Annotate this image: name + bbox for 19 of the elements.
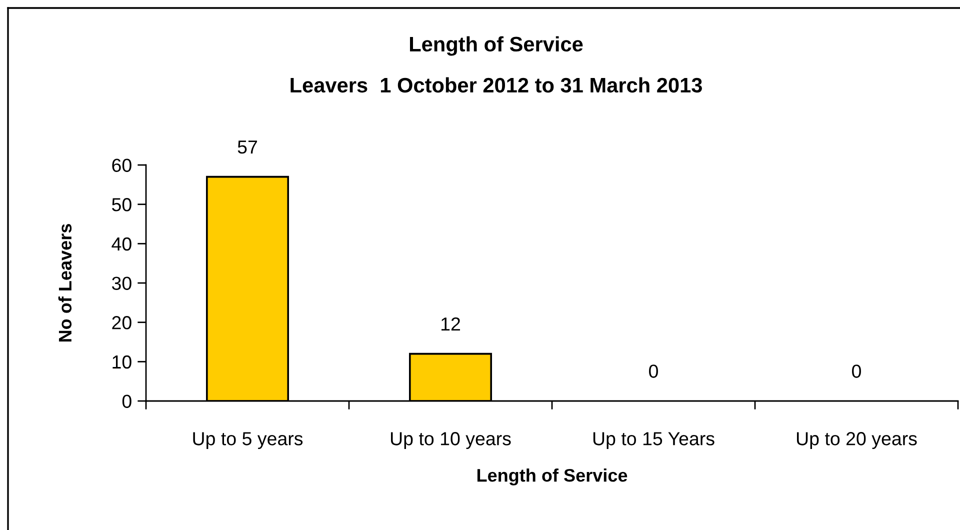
x-axis-title: Length of Service	[477, 468, 628, 486]
x-tick-label: Up to 15 Years	[593, 432, 714, 450]
x-tick-label: Up to 20 years	[796, 432, 917, 450]
data-label: 0	[852, 364, 861, 378]
y-tick-label: 60	[112, 158, 132, 172]
chart-title: Length of Service	[410, 36, 583, 56]
y-tick-label: 0	[122, 394, 132, 408]
y-tick-label: 20	[112, 316, 132, 330]
data-label: 57	[238, 140, 257, 154]
data-label: 0	[649, 364, 658, 378]
x-tick-label: Up to 10 years	[390, 432, 511, 450]
chart-subtitle: Leavers 1 October 2012 to 31 March 2013	[290, 77, 702, 93]
y-tick-label: 40	[112, 237, 132, 251]
y-axis-title: No of Leavers	[58, 224, 72, 342]
y-tick-label: 50	[112, 198, 132, 212]
x-tick-label: Up to 5 years	[193, 432, 303, 450]
y-tick-label: 30	[112, 276, 132, 290]
data-label: 12	[442, 317, 460, 330]
y-tick-label: 10	[112, 355, 132, 369]
